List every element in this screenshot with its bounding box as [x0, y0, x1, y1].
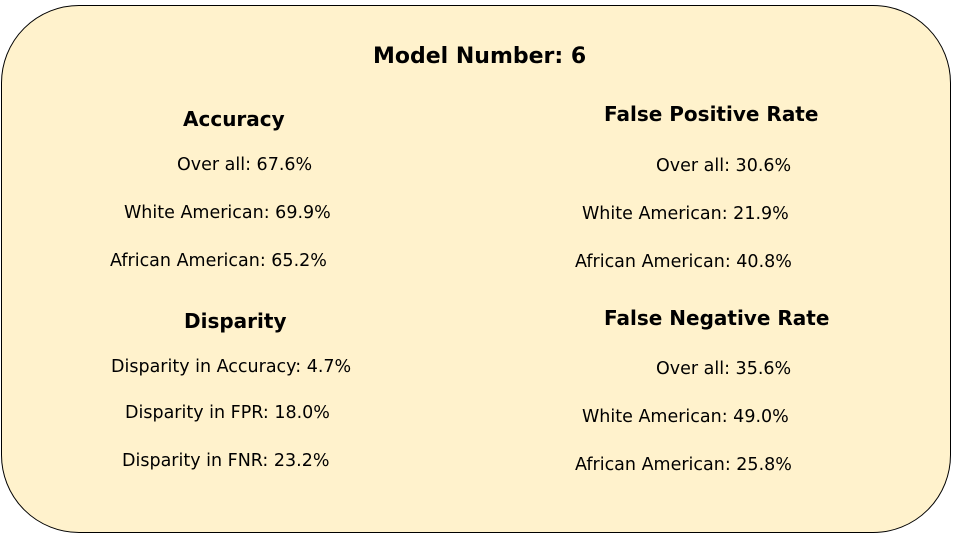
disparity-fnr: Disparity in FNR: 23.2%	[122, 451, 330, 471]
fpr-heading: False Positive Rate	[604, 102, 819, 126]
fpr-overall: Over all: 30.6%	[656, 156, 792, 176]
model-title: Model Number: 6	[373, 44, 587, 69]
fpr-white-american: White American: 21.9%	[582, 204, 789, 224]
fnr-heading: False Negative Rate	[604, 306, 830, 330]
disparity-accuracy: Disparity in Accuracy: 4.7%	[111, 357, 352, 377]
model-summary-card	[1, 5, 951, 533]
disparity-heading: Disparity	[184, 309, 287, 333]
fpr-african-american: African American: 40.8%	[575, 252, 792, 272]
fnr-white-american: White American: 49.0%	[582, 407, 789, 427]
accuracy-white-american: White American: 69.9%	[124, 203, 331, 223]
accuracy-heading: Accuracy	[183, 107, 285, 131]
accuracy-overall: Over all: 67.6%	[177, 155, 313, 175]
disparity-fpr: Disparity in FPR: 18.0%	[125, 403, 330, 423]
fnr-african-american: African American: 25.8%	[575, 455, 792, 475]
fnr-overall: Over all: 35.6%	[656, 359, 792, 379]
accuracy-african-american: African American: 65.2%	[110, 251, 327, 271]
